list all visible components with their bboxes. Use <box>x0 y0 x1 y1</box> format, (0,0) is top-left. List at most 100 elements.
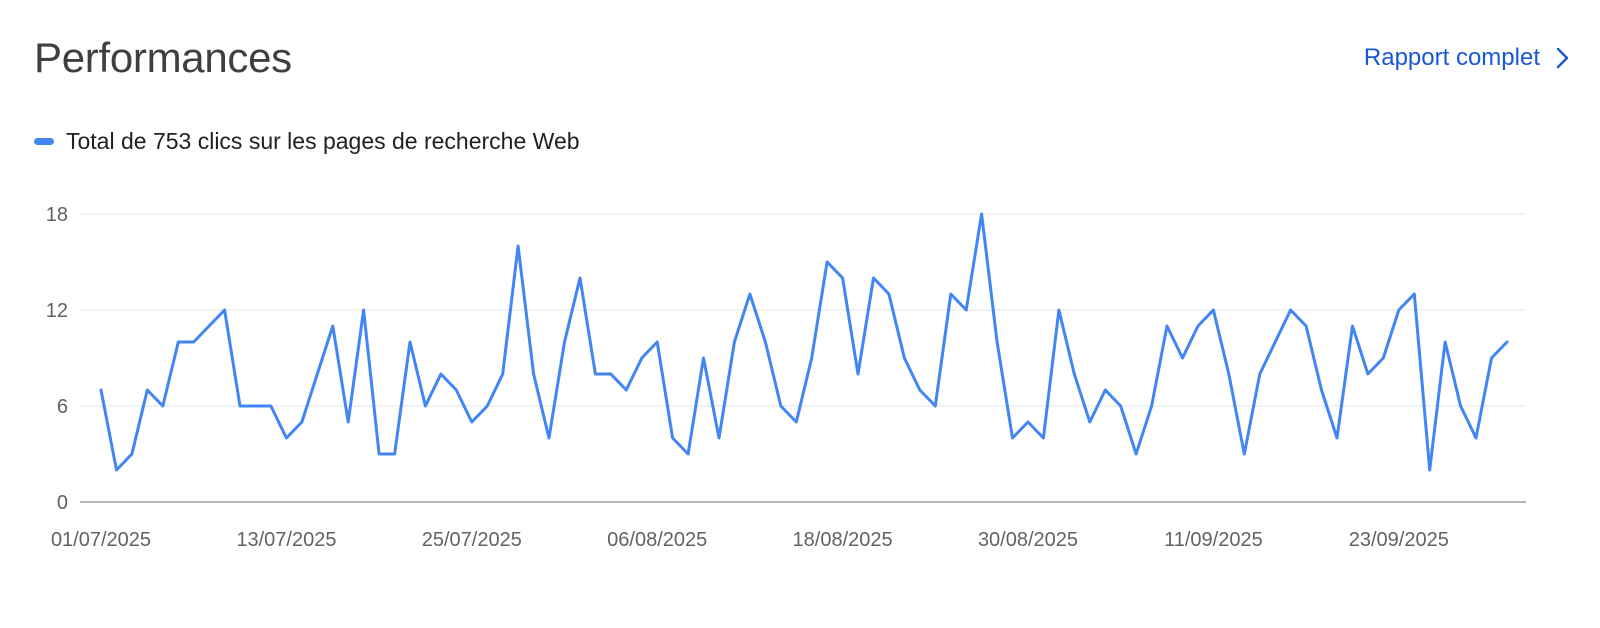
data-point[interactable] <box>374 449 384 459</box>
data-point[interactable] <box>405 337 415 347</box>
data-point[interactable] <box>776 401 786 411</box>
data-point[interactable] <box>1301 321 1311 331</box>
data-point[interactable] <box>513 241 523 251</box>
data-point[interactable] <box>1487 353 1497 363</box>
data-point[interactable] <box>1224 369 1234 379</box>
data-point[interactable] <box>498 369 508 379</box>
data-point[interactable] <box>390 449 400 459</box>
data-point[interactable] <box>1394 305 1404 315</box>
data-point[interactable] <box>1378 353 1388 363</box>
data-point[interactable] <box>529 369 539 379</box>
data-point[interactable] <box>683 449 693 459</box>
data-point[interactable] <box>1425 465 1435 475</box>
data-point[interactable] <box>807 353 817 363</box>
data-point[interactable] <box>451 385 461 395</box>
chart-legend[interactable]: Total de 753 clics sur les pages de rech… <box>34 128 580 155</box>
data-point[interactable] <box>1178 353 1188 363</box>
data-point[interactable] <box>266 401 276 411</box>
data-point[interactable] <box>158 401 168 411</box>
data-point[interactable] <box>822 257 832 267</box>
data-point[interactable] <box>899 353 909 363</box>
data-point[interactable] <box>1085 417 1095 427</box>
data-point[interactable] <box>1317 385 1327 395</box>
data-point[interactable] <box>96 385 106 395</box>
data-point[interactable] <box>1440 337 1450 347</box>
data-point[interactable] <box>869 273 879 283</box>
data-point[interactable] <box>637 353 647 363</box>
full-report-link[interactable]: Rapport complet <box>1364 44 1570 72</box>
data-point[interactable] <box>111 465 121 475</box>
data-point[interactable] <box>1008 433 1018 443</box>
data-point[interactable] <box>560 337 570 347</box>
data-point[interactable] <box>1456 401 1466 411</box>
data-point[interactable] <box>1038 433 1048 443</box>
data-point[interactable] <box>1363 369 1373 379</box>
data-point[interactable] <box>915 385 925 395</box>
data-point[interactable] <box>760 337 770 347</box>
data-point[interactable] <box>1193 321 1203 331</box>
data-point[interactable] <box>204 321 214 331</box>
data-point[interactable] <box>575 273 585 283</box>
data-point[interactable] <box>1471 433 1481 443</box>
data-point[interactable] <box>961 305 971 315</box>
data-point[interactable] <box>281 433 291 443</box>
data-point[interactable] <box>189 337 199 347</box>
card-title: Performances <box>34 34 292 81</box>
data-point[interactable] <box>1239 449 1249 459</box>
data-point[interactable] <box>699 353 709 363</box>
y-tick-label: 12 <box>46 300 68 322</box>
data-point[interactable] <box>791 417 801 427</box>
data-point[interactable] <box>1023 417 1033 427</box>
data-point[interactable] <box>467 417 477 427</box>
data-point[interactable] <box>312 369 322 379</box>
data-point[interactable] <box>1131 449 1141 459</box>
data-point[interactable] <box>729 337 739 347</box>
data-point[interactable] <box>853 369 863 379</box>
data-point[interactable] <box>544 433 554 443</box>
data-point[interactable] <box>1347 321 1357 331</box>
data-point[interactable] <box>1069 369 1079 379</box>
series-line[interactable] <box>99 212 1509 472</box>
data-point[interactable] <box>1255 369 1265 379</box>
data-point[interactable] <box>714 433 724 443</box>
data-point[interactable] <box>606 369 616 379</box>
data-point[interactable] <box>621 385 631 395</box>
data-point[interactable] <box>359 305 369 315</box>
data-point[interactable] <box>1286 305 1296 315</box>
data-point[interactable] <box>652 337 662 347</box>
data-point[interactable] <box>235 401 245 411</box>
data-point[interactable] <box>1409 289 1419 299</box>
y-axis-ticks: 0 6 12 18 <box>46 204 68 514</box>
data-point[interactable] <box>977 209 987 219</box>
data-point[interactable] <box>946 289 956 299</box>
data-point[interactable] <box>1332 433 1342 443</box>
data-point[interactable] <box>1147 401 1157 411</box>
data-point[interactable] <box>343 417 353 427</box>
data-point[interactable] <box>173 337 183 347</box>
data-point[interactable] <box>1162 321 1172 331</box>
data-point[interactable] <box>668 433 678 443</box>
data-point[interactable] <box>1054 305 1064 315</box>
data-point[interactable] <box>1208 305 1218 315</box>
data-point[interactable] <box>745 289 755 299</box>
data-point[interactable] <box>884 289 894 299</box>
data-point[interactable] <box>220 305 230 315</box>
data-point[interactable] <box>142 385 152 395</box>
data-point[interactable] <box>838 273 848 283</box>
data-point[interactable] <box>420 401 430 411</box>
x-tick-label: 13/07/2025 <box>236 529 336 551</box>
data-point[interactable] <box>251 401 261 411</box>
data-point[interactable] <box>297 417 307 427</box>
y-tick-label: 0 <box>57 492 68 514</box>
data-point[interactable] <box>1100 385 1110 395</box>
data-point[interactable] <box>930 401 940 411</box>
data-point[interactable] <box>1270 337 1280 347</box>
data-point[interactable] <box>1116 401 1126 411</box>
data-point[interactable] <box>482 401 492 411</box>
data-point[interactable] <box>1502 337 1512 347</box>
data-point[interactable] <box>436 369 446 379</box>
data-point[interactable] <box>590 369 600 379</box>
data-point[interactable] <box>328 321 338 331</box>
data-point[interactable] <box>127 449 137 459</box>
data-point[interactable] <box>992 337 1002 347</box>
